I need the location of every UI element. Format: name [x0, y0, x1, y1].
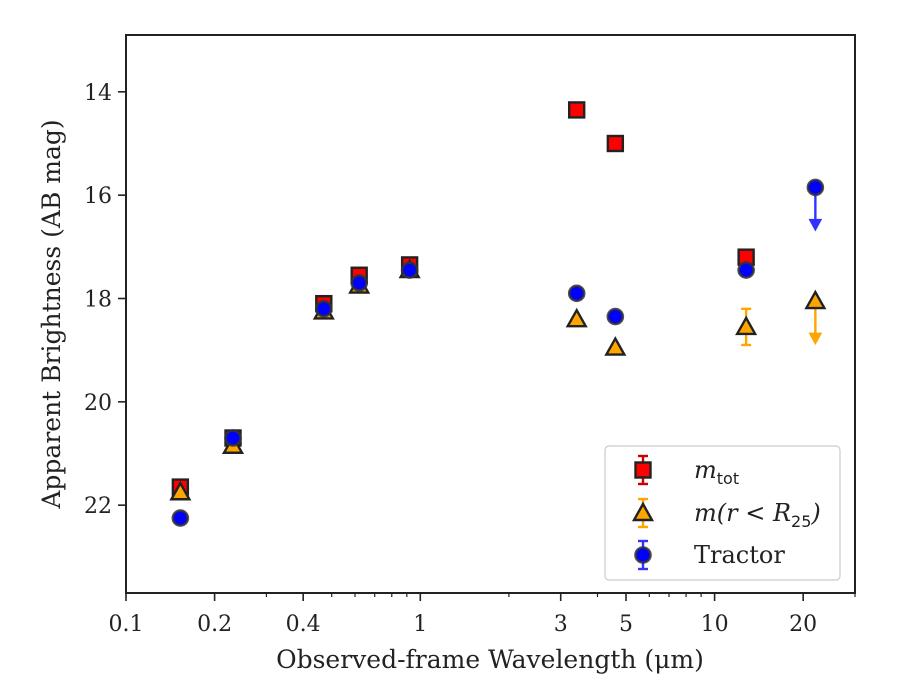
- legend-label: m(r < R25): [694, 499, 821, 531]
- circle-marker: [224, 429, 242, 447]
- x-tick-label: 5: [619, 612, 633, 637]
- axis-ticks: 0.1 0.2 0.4 1 3 5 10 20 14 16 18 20 22: [84, 81, 856, 637]
- upper-limit-arrowhead: [808, 332, 823, 346]
- legend: mtot m(r < R25) Tractor: [604, 445, 841, 581]
- triangle-marker: [604, 336, 627, 356]
- circle-marker: [806, 178, 825, 197]
- x-tick-label: 0.4: [286, 612, 321, 637]
- upper-limit-arrowhead: [808, 218, 823, 232]
- legend-triangle-marker: [631, 501, 655, 522]
- plot-frame: [125, 34, 856, 594]
- legend-square-marker: [634, 461, 652, 479]
- circle-marker: [350, 274, 368, 292]
- circle-marker: [171, 509, 190, 527]
- x-tick-label: 20: [789, 612, 817, 637]
- series-circle: [171, 178, 825, 527]
- series-triangle: [169, 258, 827, 501]
- y-tick-label: 18: [84, 288, 112, 313]
- circle-marker: [400, 261, 419, 279]
- legend-label: Tractor: [694, 541, 785, 569]
- legend-frame: [604, 445, 841, 581]
- triangle-marker: [169, 480, 192, 501]
- y-tick-label: 14: [84, 81, 112, 106]
- legend-circle-marker: [634, 546, 652, 564]
- triangle-marker: [565, 307, 588, 328]
- x-tick-label: 3: [554, 612, 568, 637]
- x-tick-label: 10: [701, 612, 729, 637]
- x-axis-title: Observed-frame Wavelength (μm): [276, 645, 704, 674]
- x-tick-label: 0.2: [197, 612, 232, 637]
- x-tick-label: 0.1: [109, 612, 144, 637]
- triangle-marker: [804, 289, 827, 310]
- y-tick-label: 20: [84, 391, 112, 416]
- circle-marker: [606, 307, 625, 326]
- data-points: [169, 101, 827, 527]
- square-marker: [568, 101, 586, 119]
- y-axis-title: Apparent Brightness (AB mag): [37, 119, 66, 509]
- y-tick-label: 22: [84, 494, 112, 519]
- circle-marker: [567, 284, 586, 303]
- circle-marker: [737, 261, 755, 279]
- triangle-marker: [735, 315, 758, 336]
- circle-marker: [314, 300, 333, 318]
- x-tick-label: 1: [413, 612, 427, 637]
- square-marker: [606, 134, 625, 153]
- series-square: [171, 101, 755, 496]
- y-tick-label: 16: [84, 184, 112, 209]
- legend-label: mtot: [694, 456, 739, 488]
